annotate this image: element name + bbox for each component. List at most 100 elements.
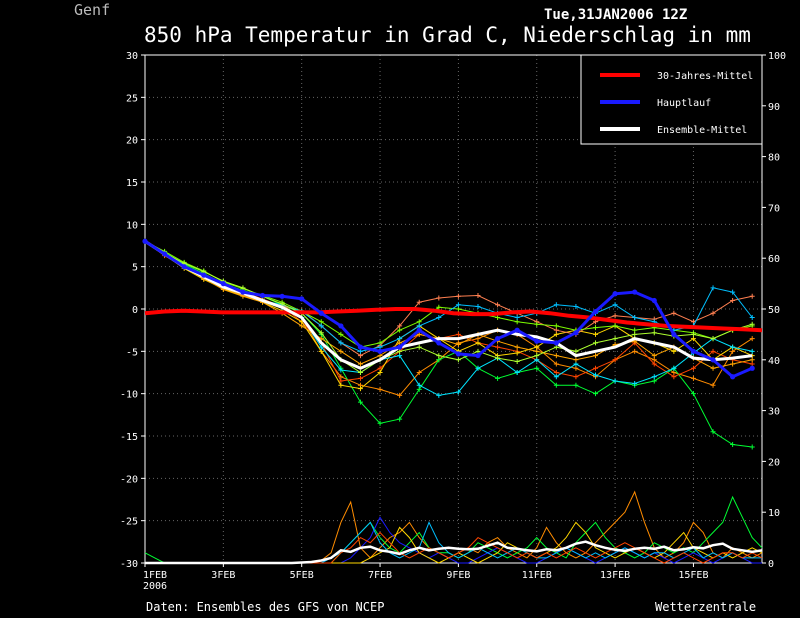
right-tick-label: 10 (768, 508, 780, 519)
control-point (259, 292, 266, 299)
brand-label: Wetterzentrale (655, 600, 756, 614)
member-point (573, 348, 579, 354)
member-point (553, 327, 559, 333)
member-point (671, 348, 677, 354)
member-point (455, 357, 461, 363)
control-point (181, 264, 187, 270)
control-point (651, 297, 657, 304)
member-point (749, 357, 755, 363)
left-tick-label: -30 (120, 559, 138, 570)
control-point (220, 281, 226, 287)
member-point (730, 441, 736, 447)
member-point (671, 370, 677, 375)
member-point (690, 365, 696, 371)
member-point (593, 331, 599, 337)
control-point (240, 289, 246, 295)
member-point (573, 374, 579, 380)
precip-mean-line (145, 540, 763, 565)
member-point (377, 365, 383, 371)
member-point (436, 304, 442, 310)
member-point (534, 344, 540, 350)
run-timestamp: Tue,31JAN2006 12Z (544, 7, 687, 23)
control-point (671, 331, 677, 337)
member-point (475, 340, 481, 346)
member-point (749, 348, 755, 354)
member-point (573, 382, 579, 388)
member-point (730, 344, 736, 350)
member-point (534, 357, 540, 363)
member-point (514, 314, 520, 320)
member-point (436, 357, 442, 363)
member-point (416, 299, 422, 305)
member-point (514, 319, 520, 325)
member-point (749, 314, 755, 320)
member-point (573, 361, 579, 367)
member-point (553, 361, 559, 367)
member-point (416, 382, 422, 388)
member-point (299, 323, 305, 329)
member-point (730, 289, 736, 295)
left-tick-label: 15 (126, 178, 138, 189)
x-tick-label: 13FEB (600, 570, 630, 581)
member-point (632, 331, 638, 337)
location-label: Genf (74, 1, 110, 19)
control-point (553, 340, 559, 346)
x-tick-label: 3FEB (211, 570, 235, 581)
legend: 30-Jahres-Mittel Hauptlauf Ensemble-Mittel (580, 54, 763, 145)
member-line (144, 240, 753, 374)
control-point (632, 289, 638, 295)
control-point (318, 310, 324, 316)
x-tick-label: 1FEB (143, 570, 167, 581)
member-point (710, 348, 716, 354)
member-point (455, 302, 461, 308)
member-point (534, 365, 540, 371)
right-tick-label: 50 (768, 305, 780, 316)
member-line (144, 240, 753, 396)
member-point (455, 293, 461, 299)
left-tick-label: 10 (126, 220, 138, 231)
member-point (338, 382, 344, 388)
control-point (612, 291, 618, 297)
member-point (593, 365, 599, 371)
left-tick-label: -20 (120, 474, 138, 485)
right-tick-label: 60 (768, 254, 780, 265)
member-point (612, 336, 618, 342)
member-point (397, 416, 403, 422)
member-point (514, 344, 520, 350)
member-point (651, 378, 657, 384)
member-point (318, 348, 324, 354)
member-point (593, 340, 599, 346)
member-point (436, 392, 442, 398)
member-point (495, 302, 501, 308)
member-line (144, 240, 753, 348)
member-point (690, 331, 696, 337)
precip-member-line (144, 495, 763, 564)
member-point (357, 353, 363, 359)
x-tick-year: 2006 (143, 581, 167, 592)
member-point (495, 375, 501, 381)
member-point (573, 365, 579, 371)
member-point (279, 301, 285, 307)
member-point (377, 386, 383, 392)
member-point (397, 323, 403, 329)
member-point (357, 375, 363, 381)
member-point (573, 357, 579, 363)
member-point (612, 313, 618, 319)
control-point (279, 293, 285, 299)
member-point (593, 325, 599, 331)
member-point (514, 358, 520, 364)
chart-title: 850 hPa Temperatur in Grad C, Niederschl… (144, 23, 751, 47)
member-point (455, 342, 461, 348)
member-point (436, 295, 442, 301)
member-point (632, 327, 638, 333)
member-point (749, 444, 755, 450)
legend-label: Hauptlauf (657, 98, 711, 109)
control-point (455, 351, 461, 357)
control-point (416, 327, 422, 333)
right-tick-label: 20 (768, 457, 780, 468)
left-tick-label: -25 (120, 517, 138, 528)
control-point (436, 340, 442, 346)
precip-member-line (145, 521, 762, 564)
right-tick-label: 0 (768, 559, 774, 570)
member-point (612, 323, 618, 329)
